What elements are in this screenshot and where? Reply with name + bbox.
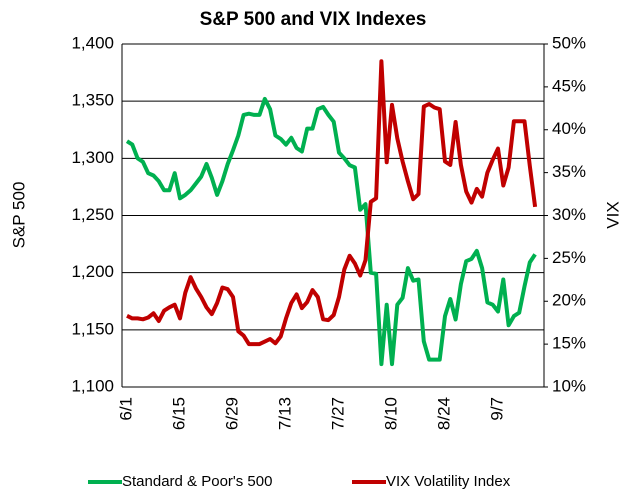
y2-tick-label: 45% [552, 76, 586, 95]
y2-tick-label: 15% [552, 334, 586, 353]
x-tick-label: 6/29 [222, 397, 241, 430]
x-tick-label: 9/7 [487, 397, 506, 421]
x-tick-label: 6/15 [169, 397, 188, 430]
chart-title: S&P 500 and VIX Indexes [200, 9, 427, 30]
y2-tick-label: 35% [552, 162, 586, 181]
y-tick-label: 1,200 [71, 262, 114, 281]
y-tick-label: 1,250 [71, 205, 114, 224]
legend-label: VIX Volatility Index [386, 473, 511, 490]
x-tick-label: 6/1 [116, 397, 135, 421]
y2-tick-label: 25% [552, 248, 586, 267]
y2-tick-label: 50% [552, 33, 586, 52]
y2-tick-label: 20% [552, 291, 586, 310]
legend-label: Standard & Poor's 500 [122, 473, 272, 490]
series-line [126, 59, 538, 347]
series-line [125, 96, 537, 367]
x-tick-label: 7/13 [275, 397, 294, 430]
y-axis-label: S&P 500 [9, 182, 28, 249]
x-tick-label: 8/10 [381, 397, 400, 430]
x-tick-label: 8/24 [434, 397, 453, 430]
y-tick-label: 1,400 [71, 33, 114, 52]
y-tick-label: 1,100 [71, 376, 114, 395]
y2-axis-label: VIX [603, 201, 622, 228]
y2-tick-label: 40% [552, 119, 586, 138]
y2-tick-label: 30% [552, 205, 586, 224]
y2-tick-label: 10% [552, 376, 586, 395]
x-tick-label: 7/27 [328, 397, 347, 430]
y-tick-label: 1,300 [71, 148, 114, 167]
y-tick-label: 1,150 [71, 319, 114, 338]
y-tick-label: 1,350 [71, 91, 114, 110]
